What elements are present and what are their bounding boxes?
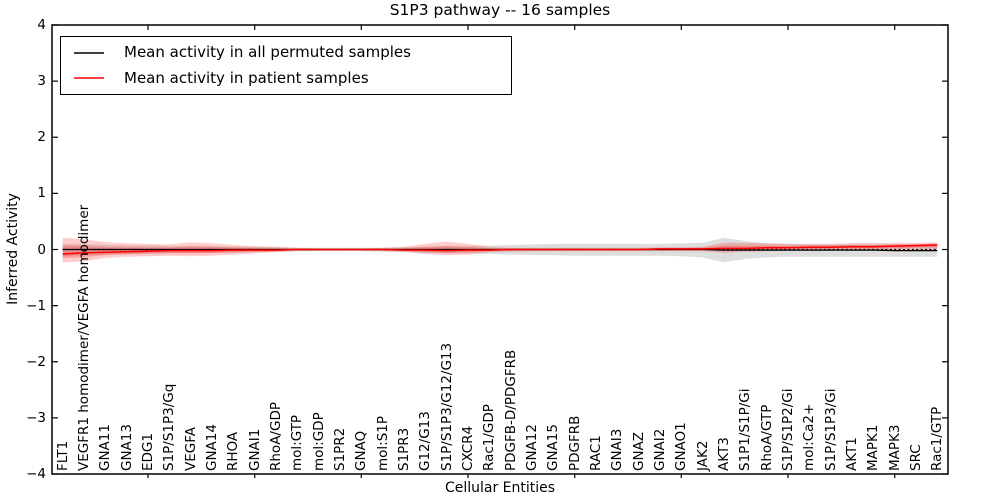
x-tick-label: GNA11 (97, 424, 114, 471)
x-tick-label: Rac1/GTP (929, 406, 946, 471)
x-tick-label: GNA13 (118, 424, 135, 471)
x-tick-label: GNA14 (204, 424, 220, 471)
legend: Mean activity in all permuted samples Me… (60, 36, 512, 95)
y-tick-label: 3 (37, 73, 46, 90)
y-tick-label: −1 (26, 297, 46, 314)
x-tick-label: S1PR3 (396, 427, 412, 471)
legend-line-swatch-permuted (74, 52, 104, 54)
x-tick-label: GNAO1 (673, 422, 690, 471)
x-tick-label: GNA15 (545, 424, 562, 471)
x-tick-label: S1P/S1P3/Gq (161, 383, 178, 471)
x-tick-label: G12/G13 (417, 411, 434, 471)
x-tick-label: S1P/S1P3/Gi (822, 388, 839, 472)
x-tick-label: SRC (908, 444, 924, 471)
x-tick-label: AKT1 (844, 437, 860, 471)
y-tick-label: −2 (26, 353, 46, 370)
legend-line-swatch-patient (74, 77, 104, 79)
x-tick-label: VEGFA (182, 427, 199, 471)
legend-entry-patient: Mean activity in patient samples (61, 69, 511, 88)
x-tick-label: mol:GTP (289, 414, 306, 471)
legend-entry-permuted: Mean activity in all permuted samples (61, 43, 511, 62)
legend-label-permuted: Mean activity in all permuted samples (124, 43, 411, 62)
y-tick-label: 2 (37, 129, 46, 146)
x-tick-label: FLT1 (54, 440, 71, 471)
x-tick-label: PDGFRB (566, 415, 583, 471)
x-tick-label: S1P1/S1P/Gi (737, 388, 754, 472)
x-tick-label: S1PR2 (332, 427, 348, 471)
patient-std-band-inner (62, 243, 938, 259)
y-tick-label: −4 (26, 466, 46, 482)
x-tick-label: MAPK1 (865, 424, 882, 471)
chart-title: S1P3 pathway -- 16 samples (389, 1, 611, 19)
x-tick-label: GNAI1 (246, 428, 263, 471)
y-tick-label: −3 (26, 409, 46, 426)
x-tick-label: S1P/S1P2/Gi (780, 388, 796, 472)
y-axis-label: Inferred Activity (5, 193, 21, 305)
x-tick-label: RhoA/GTP (758, 404, 775, 471)
x-tick-label: EDG1 (140, 433, 156, 471)
x-tick-label: Rac1/GDP (481, 404, 498, 471)
x-tick-label: mol:S1P (374, 415, 391, 471)
x-tick-label: RAC1 (588, 435, 604, 471)
x-tick-label: MAPK3 (886, 424, 903, 471)
y-tick-label: 0 (37, 241, 46, 258)
x-tick-label: mol:Ca2+ (801, 403, 818, 471)
y-tick-label: 4 (37, 17, 46, 33)
x-tick-label: AKT3 (716, 437, 732, 471)
x-tick-label: PDGFB-D/PDGFRB (502, 349, 519, 471)
x-tick-label: GNAI3 (609, 428, 626, 471)
patient-mean-line (62, 244, 938, 255)
x-tick-label: mol:GDP (310, 412, 327, 471)
x-tick-label: CXCR4 (460, 425, 476, 471)
x-tick-label: GNAZ (630, 431, 647, 471)
x-tick-label: RHOA (225, 431, 242, 471)
x-tick-label: RhoA/GDP (268, 402, 284, 471)
x-tick-label: VEGFR1 homodimer/VEGFA homodimer (76, 204, 92, 471)
x-axis-label: Cellular Entities (444, 480, 556, 496)
x-tick-label: GNAI2 (652, 428, 668, 471)
x-tick-label: GNAQ (353, 430, 370, 471)
legend-label-patient: Mean activity in patient samples (124, 68, 369, 87)
x-tick-label: GNA12 (524, 424, 540, 471)
y-tick-label: 1 (37, 185, 46, 202)
x-tick-label: JAK2 (694, 440, 711, 471)
x-tick-label: S1P/S1P3/G12/G13 (438, 342, 455, 471)
